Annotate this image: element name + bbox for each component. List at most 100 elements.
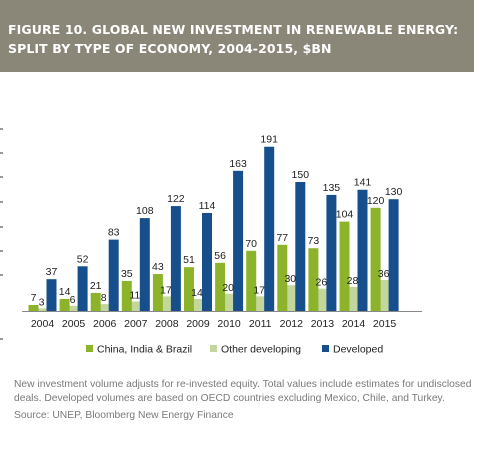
- x-tick-label-2005: 2005: [62, 318, 86, 330]
- data-label-china-india-brazil-2004: 7: [31, 292, 37, 304]
- x-tick-label-2014: 2014: [342, 318, 366, 330]
- bar-china-india-brazil-2007: [121, 280, 132, 311]
- edge-mark: [0, 128, 3, 130]
- bar-developed-2008: [170, 206, 181, 311]
- edge-mark: [0, 250, 3, 252]
- legend-developed-swatch: [322, 345, 329, 352]
- data-label-other-developing-2013: 26: [316, 277, 328, 289]
- bar-other-developing-2008: [160, 296, 172, 311]
- data-label-china-india-brazil-2008: 43: [152, 261, 164, 273]
- data-label-other-developing-2010: 20: [222, 282, 234, 294]
- data-label-china-india-brazil-2007: 35: [121, 268, 133, 280]
- bar-china-india-brazil-2014: [339, 221, 350, 311]
- bar-developed-2010: [233, 170, 244, 311]
- data-label-other-developing-2005: 6: [70, 294, 76, 306]
- data-label-china-india-brazil-2012: 77: [276, 232, 288, 244]
- bar-other-developing-2010: [222, 293, 234, 311]
- data-label-developed-2010: 163: [229, 158, 247, 170]
- data-label-developed-2005: 52: [77, 253, 89, 265]
- edge-mark: [0, 338, 3, 340]
- bar-other-developing-2015: [378, 280, 390, 311]
- edge-mark: [0, 226, 3, 228]
- figure-title-line-1: FIGURE 10. GLOBAL NEW INVESTMENT IN RENE…: [8, 22, 459, 37]
- data-label-other-developing-2004: 3: [39, 296, 45, 308]
- bar-china-india-brazil-2011: [246, 250, 257, 311]
- data-label-developed-2013: 135: [323, 182, 341, 194]
- data-label-developed-2012: 150: [292, 169, 310, 181]
- bar-other-developing-2007: [129, 301, 141, 311]
- source-text: Source: UNEP, Bloomberg New Energy Finan…: [14, 410, 234, 421]
- bar-chart: 7 337146522188335111084317122511411456201…: [22, 134, 422, 356]
- figure-notes: New investment volume adjusts for re-inv…: [14, 378, 482, 423]
- data-label-china-india-brazil-2011: 70: [245, 238, 257, 250]
- bar-other-developing-2014: [347, 286, 358, 311]
- data-label-other-developing-2012: 30: [284, 273, 296, 285]
- x-tick-label-2013: 2013: [311, 318, 335, 330]
- data-label-developed-2004: 37: [46, 266, 58, 278]
- data-label-developed-2009: 114: [199, 200, 216, 212]
- bar-other-developing-2005: [67, 305, 79, 311]
- bar-developed-2004: [46, 279, 57, 311]
- data-label-china-india-brazil-2005: 14: [59, 286, 71, 298]
- data-label-other-developing-2009: 14: [191, 287, 203, 299]
- data-label-china-india-brazil-2013: 73: [308, 235, 320, 247]
- figure-header: FIGURE 10. GLOBAL NEW INVESTMENT IN RENE…: [0, 0, 474, 72]
- data-label-other-developing-2015: 36: [378, 268, 390, 280]
- bar-other-developing-2006: [98, 304, 110, 311]
- bar-developed-2015: [388, 199, 399, 311]
- data-label-developed-2007: 108: [136, 205, 154, 217]
- x-tick-label-2009: 2009: [186, 318, 210, 330]
- bar-china-india-brazil-2005: [59, 298, 70, 311]
- bar-developed-2006: [108, 239, 119, 311]
- bar-china-india-brazil-2008: [152, 274, 163, 311]
- edge-mark: [0, 201, 3, 203]
- bar-china-india-brazil-2004: [28, 304, 39, 311]
- bar-china-india-brazil-2006: [90, 292, 101, 311]
- bar-other-developing-2012: [284, 285, 296, 311]
- data-label-developed-2006: 83: [108, 227, 120, 239]
- legend-developed-label: Developed: [333, 344, 383, 356]
- x-tick-label-2011: 2011: [249, 318, 272, 330]
- bar-china-india-brazil-2013: [308, 248, 319, 311]
- data-label-developed-2014: 141: [354, 177, 372, 189]
- bar-developed-2013: [326, 194, 337, 311]
- notes-text: New investment volume adjusts for re-inv…: [14, 379, 472, 404]
- chart-area: 7 3 37 14 6 52 21 8 83 35 11 108 43 17 122 51 14 114 56 20 1…: [0, 72, 499, 368]
- data-label-china-india-brazil-2014: 104: [336, 209, 354, 221]
- bar-developed-2014: [357, 189, 368, 311]
- x-tick-label-2015: 2015: [373, 318, 397, 330]
- bar-china-india-brazil-2009: [184, 267, 194, 311]
- data-label-china-india-brazil-2010: 56: [214, 250, 226, 262]
- data-label-other-developing-2014: 28: [347, 275, 359, 287]
- x-tick-label-2004: 2004: [31, 318, 55, 330]
- data-label-china-india-brazil-2009: 51: [183, 254, 195, 266]
- data-label-developed-2008: 122: [167, 193, 185, 205]
- legend-china-india-brazil-swatch: [86, 345, 93, 352]
- data-label-developed-2015: 130: [385, 186, 403, 198]
- legend-other-developing-swatch: [210, 345, 217, 352]
- edge-mark: [0, 152, 3, 154]
- bar-other-developing-2011: [253, 296, 265, 311]
- legend-other-developing-label: Other developing: [221, 344, 301, 356]
- x-tick-label-2007: 2007: [124, 318, 148, 330]
- edge-mark: [0, 176, 3, 178]
- bar-developed-2009: [202, 212, 212, 311]
- bar-china-india-brazil-2012: [277, 244, 288, 311]
- data-label-developed-2011: 191: [260, 134, 278, 146]
- bar-other-developing-2013: [315, 288, 327, 311]
- figure-title: FIGURE 10. GLOBAL NEW INVESTMENT IN RENE…: [8, 20, 468, 58]
- bar-developed-2007: [139, 218, 150, 311]
- data-label-other-developing-2008: 17: [160, 284, 172, 296]
- data-label-china-india-brazil-2015: 120: [367, 195, 385, 207]
- x-tick-label-2012: 2012: [280, 318, 304, 330]
- x-tick-label-2006: 2006: [93, 318, 117, 330]
- bar-china-india-brazil-2010: [215, 262, 226, 311]
- data-label-other-developing-2011: 17: [253, 284, 265, 296]
- figure-title-line-2: SPLIT BY TYPE OF ECONOMY, 2004-2015, $BN: [8, 41, 332, 56]
- bar-developed-2012: [295, 182, 306, 311]
- data-label-other-developing-2006: 8: [101, 292, 107, 304]
- edge-mark: [0, 274, 3, 276]
- bar-other-developing-2009: [191, 298, 203, 311]
- data-label-other-developing-2007: 11: [129, 290, 140, 302]
- bar-other-developing-2004: [36, 308, 47, 311]
